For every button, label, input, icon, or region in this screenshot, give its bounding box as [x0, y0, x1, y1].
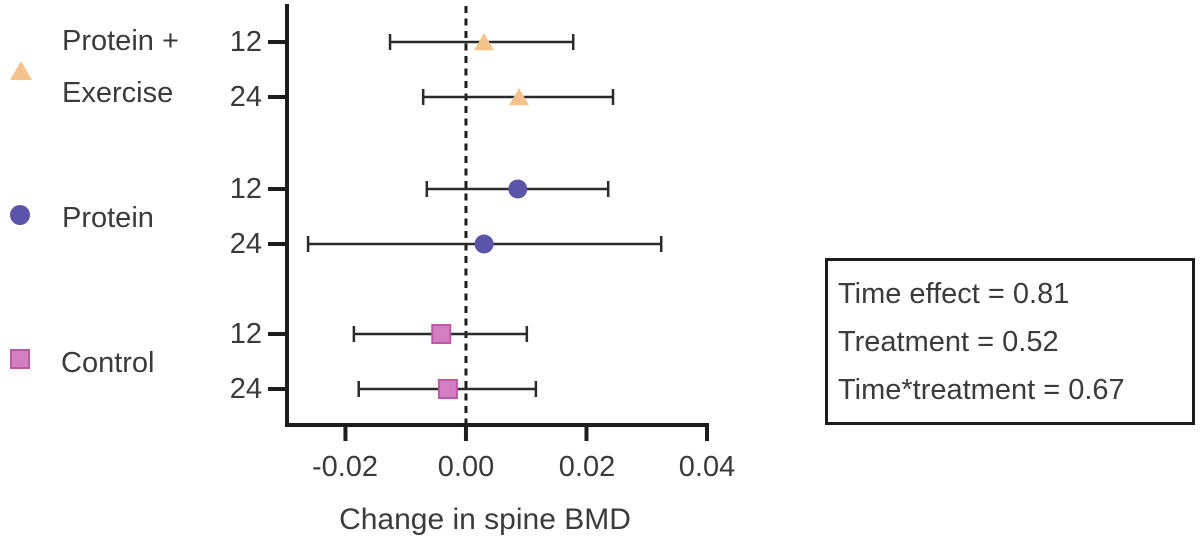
legend-label-protein-exercise-line1: Protein +: [62, 25, 179, 57]
marker-triangle: [508, 88, 529, 106]
xtick-neg-0-02: -0.02: [311, 451, 379, 483]
legend-label-protein: Protein: [62, 202, 154, 234]
marker-square: [437, 379, 458, 399]
xtick-0-00: 0.00: [437, 451, 495, 483]
ytick-protein-exercise-12: 12: [229, 26, 262, 58]
ytick-control-24: 24: [229, 373, 262, 405]
stats-line-time-effect: Time effect = 0.81: [838, 277, 1070, 310]
legend-marker-circle: [10, 205, 30, 225]
legend-label-protein-exercise-line2: Exercise: [62, 77, 174, 109]
stats-line-treatment: Treatment = 0.52: [838, 325, 1059, 358]
stats-box: Time effect = 0.81 Treatment = 0.52 Time…: [825, 258, 1195, 425]
xtick-0-04: 0.04: [678, 451, 736, 483]
legend-marker-square: [10, 349, 30, 369]
ytick-control-12: 12: [229, 318, 262, 350]
xtick-0-02: 0.02: [558, 451, 616, 483]
ytick-protein-12: 12: [229, 173, 262, 205]
legend-marker-triangle: [10, 61, 32, 81]
ytick-protein-24: 24: [229, 228, 262, 260]
x-axis-title: Change in spine BMD: [339, 503, 631, 536]
legend-label-control: Control: [61, 347, 155, 379]
stats-line-time-treatment: Time*treatment = 0.67: [838, 373, 1125, 406]
marker-circle: [508, 179, 528, 199]
marker-circle: [474, 234, 494, 254]
ytick-protein-exercise-24: 24: [229, 81, 262, 113]
marker-triangle: [474, 33, 495, 51]
marker-square: [431, 324, 452, 344]
